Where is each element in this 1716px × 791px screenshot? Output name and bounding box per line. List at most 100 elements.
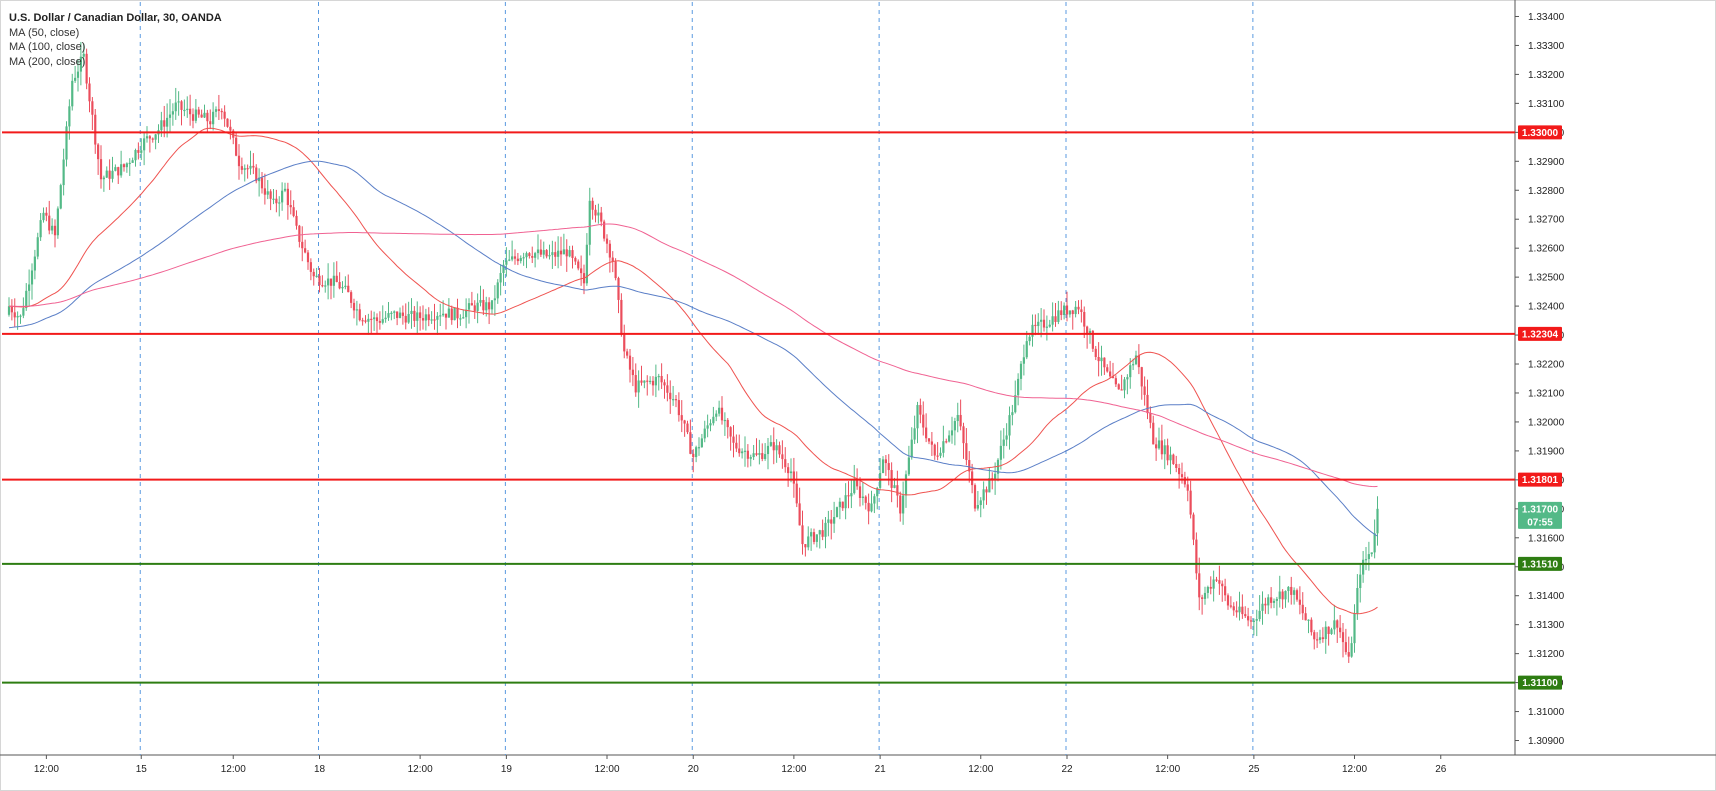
candle-body — [212, 111, 215, 125]
candle-body — [321, 285, 324, 287]
candle-body — [358, 309, 361, 321]
candle-body — [1307, 619, 1310, 621]
candle-body — [1212, 579, 1215, 589]
candle-body — [798, 503, 801, 526]
legend-ma100: MA (100, close) — [9, 41, 86, 53]
y-tick-label: 1.33200 — [1528, 70, 1565, 81]
candle-body — [801, 525, 804, 545]
candle-body — [1077, 306, 1080, 310]
candle-body — [74, 77, 77, 81]
candle-body — [605, 238, 609, 244]
candle-body — [864, 496, 867, 503]
x-tick-label: 20 — [688, 764, 700, 775]
candle-body — [482, 299, 485, 311]
candle-body — [493, 298, 496, 301]
candle-body — [1134, 355, 1138, 365]
candle-body — [396, 311, 399, 318]
candle-body — [1327, 626, 1330, 634]
candle-body — [65, 126, 68, 160]
candle-body — [217, 109, 220, 111]
candle-body — [439, 315, 442, 317]
candle-body — [375, 317, 379, 322]
candle-body — [973, 485, 977, 509]
candle-body — [1272, 600, 1276, 603]
candle-body — [1034, 324, 1037, 327]
candle-body — [942, 441, 945, 453]
level-tag-1.31801 — [1518, 472, 1562, 487]
candle-body — [1166, 445, 1169, 461]
candle-body — [1106, 367, 1109, 372]
candle-body — [1267, 597, 1270, 606]
ma100-line — [8, 160, 1378, 537]
candle-body — [1019, 363, 1023, 379]
candle-body — [594, 209, 597, 216]
candle-body — [568, 250, 571, 257]
candle-body — [246, 168, 249, 170]
candle-body — [531, 256, 534, 258]
candle-body — [766, 445, 770, 455]
ma50-line — [8, 127, 1378, 615]
candle-body — [1065, 305, 1069, 315]
candle-body — [1091, 330, 1094, 349]
candle-body — [709, 423, 712, 426]
candle-body — [718, 407, 721, 414]
candle-body — [1132, 364, 1135, 366]
candle-body — [263, 188, 266, 195]
candle-body — [634, 375, 637, 393]
candle-body — [720, 407, 724, 421]
candle-body — [916, 405, 919, 429]
candle-body — [105, 170, 108, 178]
candle-body — [956, 414, 959, 422]
candle-body — [252, 165, 255, 168]
candle-body — [850, 493, 853, 497]
candle-body — [450, 308, 453, 321]
candle-body — [206, 112, 209, 122]
candle-body — [1175, 464, 1178, 468]
candle-body — [838, 501, 841, 508]
candle-body — [361, 320, 364, 322]
candle-body — [329, 278, 333, 286]
level-tag-1.31100 — [1518, 675, 1562, 690]
candle-body — [1244, 614, 1247, 617]
candle-body — [398, 312, 402, 318]
candle-body — [1264, 603, 1267, 606]
candle-body — [1313, 632, 1316, 640]
candle-body — [88, 83, 91, 102]
candle-body — [899, 495, 902, 514]
candle-body — [373, 317, 376, 320]
candle-body — [789, 471, 793, 474]
candle-body — [393, 311, 396, 313]
candle-body — [384, 317, 387, 320]
candle-body — [597, 212, 600, 216]
candle-body — [853, 480, 856, 494]
candle-body — [545, 250, 548, 257]
candle-body — [1336, 620, 1339, 628]
candle-body — [1258, 610, 1261, 620]
candle-body — [327, 278, 330, 286]
candle-body — [53, 225, 57, 236]
y-tick-label: 1.32400 — [1528, 302, 1565, 313]
candle-body — [378, 321, 381, 323]
candle-body — [1025, 341, 1028, 358]
candle-body — [223, 111, 226, 119]
candle-body — [807, 536, 810, 548]
candle-body — [281, 190, 284, 203]
candle-body — [1189, 490, 1192, 515]
candle-body — [235, 137, 238, 156]
candle-body — [519, 258, 522, 262]
candle-body — [1293, 590, 1296, 595]
candle-body — [197, 109, 200, 115]
candle-body — [1117, 384, 1120, 390]
candle-body — [332, 275, 335, 286]
candle-body — [1109, 371, 1112, 377]
candle-body — [1042, 319, 1046, 328]
candle-body — [367, 318, 370, 322]
candle-body — [1017, 378, 1020, 396]
candle-body — [1163, 445, 1166, 455]
candle-body — [1097, 357, 1100, 362]
y-tick-label: 1.31900 — [1528, 446, 1565, 457]
candle-body — [467, 303, 471, 310]
